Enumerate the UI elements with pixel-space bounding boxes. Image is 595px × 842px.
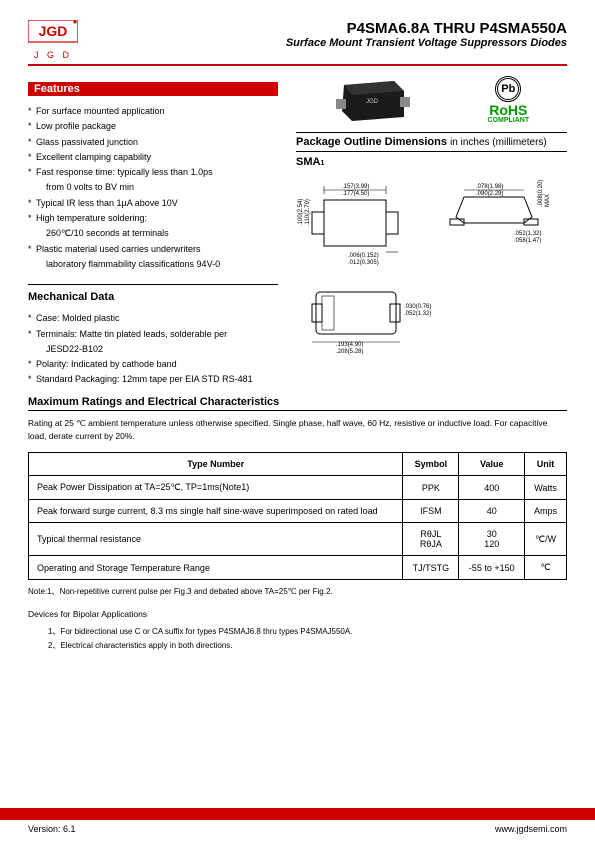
svg-text:.052(1.32): .052(1.32) <box>514 231 541 237</box>
svg-text:JGD: JGD <box>366 99 379 105</box>
svg-text:JGD: JGD <box>39 23 68 39</box>
feature-item: laboratory flammability classifications … <box>28 257 278 272</box>
svg-text:.008(0.20): .008(0.20) <box>538 180 544 207</box>
table-row: Operating and Storage Temperature RangeT… <box>29 556 567 580</box>
feature-item: from 0 volts to BV min <box>28 180 278 195</box>
svg-text:.078(1.98): .078(1.98) <box>476 184 503 190</box>
brand-logo: JGD J G D <box>28 20 78 60</box>
bipolar-title: Devices for Bipolar Applications <box>28 609 567 619</box>
svg-text:.208(5.28): .208(5.28) <box>336 349 363 355</box>
pb-free-icon: Pb <box>495 76 521 102</box>
feature-item: For surface mounted application <box>28 104 278 119</box>
table-header: Type Number <box>29 453 403 476</box>
mechanical-list: Case: Molded plasticTerminals: Matte tin… <box>28 311 278 387</box>
title-block: P4SMA6.8A THRU P4SMA550A Surface Mount T… <box>286 20 567 49</box>
sma-label: SMA1 <box>296 156 567 168</box>
mechanical-item: Terminals: Matte tin plated leads, solde… <box>28 327 278 342</box>
page-header: JGD J G D P4SMA6.8A THRU P4SMA550A Surfa… <box>28 20 567 66</box>
table-header: Unit <box>525 453 567 476</box>
package-outline-diagram: .157(3.99) .177(4.50) .100(2.54) .110(2.… <box>296 172 556 357</box>
feature-item: Fast response time: typically less than … <box>28 165 278 180</box>
svg-text:.012(0.305): .012(0.305) <box>348 260 379 266</box>
bipolar-section: Devices for Bipolar Applications 1、For b… <box>28 609 567 654</box>
svg-text:.110(2.79): .110(2.79) <box>305 199 311 226</box>
features-heading: Features <box>28 82 278 96</box>
mechanical-heading: Mechanical Data <box>28 291 278 303</box>
feature-item: Low profile package <box>28 119 278 134</box>
rohs-sub: COMPLIANT <box>488 117 530 124</box>
rohs-text: RoHS <box>488 105 530 117</box>
table-row: Peak forward surge current, 8.3 ms singl… <box>29 500 567 523</box>
ratings-table: Type NumberSymbolValueUnit Peak Power Di… <box>28 452 567 580</box>
feature-item: Typical IR less than 1µA above 10V <box>28 196 278 211</box>
feature-item: Excellent clamping capability <box>28 150 278 165</box>
ratings-footnote: Note:1、Non-repetitive current pulse per … <box>28 586 567 599</box>
ratings-note: Rating at 25 ℃ ambient temperature unles… <box>28 417 567 443</box>
table-row: Typical thermal resistanceRθJLRθJA30120℃… <box>29 523 567 556</box>
table-header: Symbol <box>403 453 459 476</box>
feature-item: Glass passivated junction <box>28 135 278 150</box>
svg-text:.052(1.32): .052(1.32) <box>404 311 431 317</box>
bipolar-item: 2、Electrical characteristics apply in bo… <box>48 639 567 653</box>
svg-text:.193(4.90): .193(4.90) <box>336 342 363 348</box>
ratings-heading: Maximum Ratings and Electrical Character… <box>28 396 567 411</box>
table-header: Value <box>459 453 525 476</box>
svg-text:.157(3.99): .157(3.99) <box>342 184 369 190</box>
mechanical-item: Case: Molded plastic <box>28 311 278 326</box>
package-dimensions-heading: Package Outline Dimensions in inches (mi… <box>296 132 567 152</box>
svg-text:.030(0.76): .030(0.76) <box>404 304 431 310</box>
page-title: P4SMA6.8A THRU P4SMA550A <box>286 20 567 37</box>
bipolar-item: 1、For bidirectional use C or CA suffix f… <box>48 625 567 639</box>
mechanical-item: Standard Packaging: 12mm tape per EIA ST… <box>28 372 278 387</box>
logo-text: J G D <box>34 50 72 60</box>
page-subtitle: Surface Mount Transient Voltage Suppress… <box>286 37 567 49</box>
svg-text:.100(2.54): .100(2.54) <box>298 199 304 226</box>
footer-url: www.jgdsemi.com <box>495 824 567 834</box>
table-row: Peak Power Dissipation at TA=25℃, TP=1ms… <box>29 476 567 500</box>
footer-version: Version: 6.1 <box>28 824 76 834</box>
logo-icon: JGD <box>28 20 78 48</box>
feature-item: High temperature soldering: <box>28 211 278 226</box>
mechanical-item: Polarity: Indicated by cathode band <box>28 357 278 372</box>
feature-item: 260℃/10 seconds at terminals <box>28 226 278 241</box>
feature-item: Plastic material used carries underwrite… <box>28 242 278 257</box>
page-footer: Version: 6.1 www.jgdsemi.com <box>0 808 595 842</box>
svg-text:.006(0.152): .006(0.152) <box>348 253 379 259</box>
mechanical-item: JESD22-B102 <box>28 342 278 357</box>
rohs-badge: Pb RoHS COMPLIANT <box>488 76 530 124</box>
package-photo: JGD <box>334 77 412 123</box>
svg-text:.058(1.47): .058(1.47) <box>514 238 541 244</box>
svg-text:MAX: MAX <box>545 194 551 207</box>
features-list: For surface mounted applicationLow profi… <box>28 104 278 272</box>
svg-text:.090(2.29): .090(2.29) <box>476 191 503 197</box>
svg-text:.177(4.50): .177(4.50) <box>342 191 369 197</box>
